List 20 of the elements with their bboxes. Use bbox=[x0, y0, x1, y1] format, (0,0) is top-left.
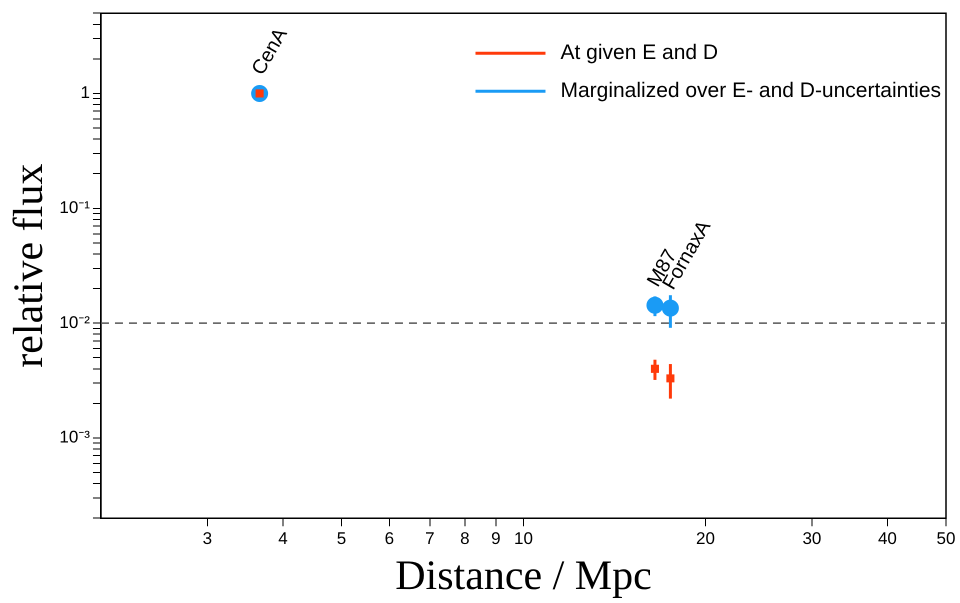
x-tick-label: 10 bbox=[514, 529, 533, 548]
legend-label: Marginalized over E- and D-uncertainties bbox=[560, 78, 942, 102]
y-tick-label: 10⁻¹ bbox=[59, 198, 90, 217]
y-tick-label: 10⁻³ bbox=[59, 428, 90, 447]
x-tick-label: 9 bbox=[491, 529, 501, 548]
y-tick-label: 1 bbox=[80, 83, 90, 102]
x-axis-title: Distance / Mpc bbox=[395, 552, 652, 599]
x-tick-label: 4 bbox=[278, 529, 288, 548]
x-tick-label: 5 bbox=[336, 529, 346, 548]
y-tick-label: 10⁻² bbox=[59, 312, 90, 332]
x-tick-label: 20 bbox=[696, 529, 715, 548]
y-axis-title: relative flux bbox=[6, 164, 52, 368]
x-tick-label: 50 bbox=[936, 529, 956, 548]
x-tick-label: 7 bbox=[425, 529, 435, 548]
x-tick-label: 30 bbox=[802, 529, 822, 548]
x-tick-label: 6 bbox=[384, 529, 394, 548]
x-tick-label: 40 bbox=[878, 529, 897, 548]
x-tick-label: 3 bbox=[202, 529, 212, 548]
x-tick-label: 8 bbox=[460, 529, 470, 548]
legend-label: At given E and D bbox=[560, 40, 718, 64]
